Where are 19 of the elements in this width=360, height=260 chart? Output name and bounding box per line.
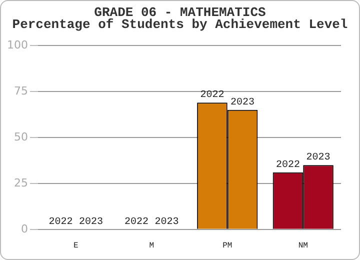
- text: 2022: [48, 217, 73, 228]
- y-tick-label: 0: [20, 222, 28, 236]
- chart-title: GRADE 06 - MATHEMATICS: [93, 5, 266, 20]
- x-tick-label: PM: [222, 241, 232, 250]
- text: 2022: [124, 217, 148, 228]
- series-label: 2023: [306, 152, 330, 164]
- text: 2022: [200, 90, 224, 102]
- x-tick-label: NM: [298, 241, 308, 250]
- y-tick-label: 100: [6, 38, 28, 52]
- text: 2023: [79, 217, 104, 228]
- x-tick-label: E: [73, 241, 78, 250]
- y-tick-label: 25: [14, 176, 28, 190]
- y-tick-label: 75: [14, 84, 28, 98]
- chart-subtitle: Percentage of Students by Achievement Level: [11, 17, 349, 32]
- y-tick-label: 50: [14, 130, 28, 144]
- text: 2023: [154, 217, 179, 228]
- text: 2023: [230, 98, 255, 109]
- series-label: 2022: [276, 160, 300, 172]
- x-tick-label: M: [149, 241, 154, 250]
